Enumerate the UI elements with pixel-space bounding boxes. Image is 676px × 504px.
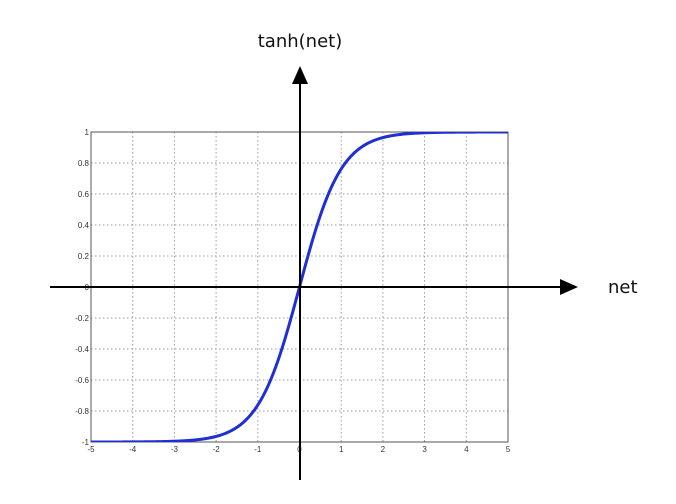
x-axis-arrowhead	[560, 279, 578, 295]
y-tick-label: 0.4	[78, 221, 90, 230]
y-tick-label: -0.2	[75, 314, 89, 323]
x-tick-label: -3	[171, 445, 179, 454]
x-tick-label: -1	[254, 445, 262, 454]
x-tick-label: 5	[506, 445, 511, 454]
x-tick-labels: -5-4-3-2-1012345	[87, 445, 510, 454]
x-tick-label: -2	[213, 445, 221, 454]
x-tick-label: -4	[129, 445, 137, 454]
y-tick-label: 1	[85, 128, 90, 137]
y-axis-arrowhead	[292, 66, 308, 84]
y-tick-label: -0.6	[75, 376, 89, 385]
x-tick-label: 3	[422, 445, 427, 454]
y-tick-label: -0.8	[75, 407, 89, 416]
y-tick-label: -1	[82, 438, 90, 447]
y-axis-title: tanh(net)	[258, 31, 343, 52]
y-tick-label: 0.2	[78, 252, 90, 261]
x-tick-label: -5	[87, 445, 95, 454]
y-tick-label: 0.6	[78, 190, 90, 199]
y-tick-labels: 10.80.60.40.20-0.2-0.4-0.6-0.8-1	[75, 128, 89, 447]
x-tick-label: 4	[464, 445, 469, 454]
y-tick-label: 0.8	[78, 159, 90, 168]
x-axis-title: net	[608, 277, 638, 298]
x-tick-label: 2	[381, 445, 386, 454]
y-tick-label: -0.4	[75, 345, 89, 354]
x-tick-label: 1	[339, 445, 344, 454]
